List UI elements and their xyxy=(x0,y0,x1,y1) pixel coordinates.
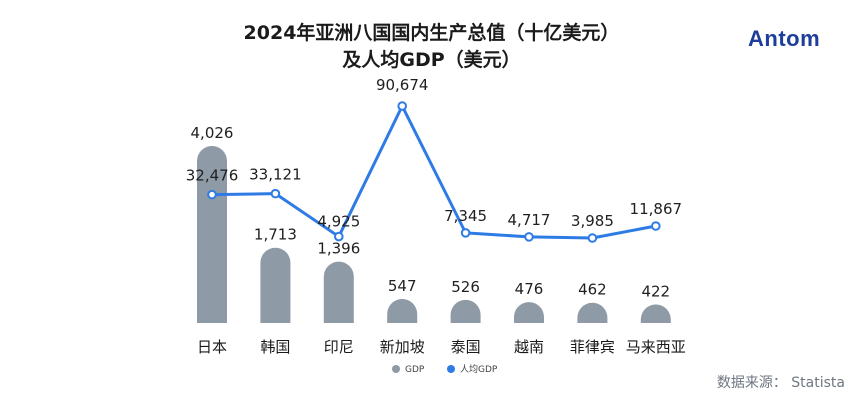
chart-title-line1: 2024年亚洲八国国内生产总值（十亿美元） xyxy=(243,22,620,44)
gdp-per-capita-point xyxy=(270,188,281,199)
gdp-per-capita-label: 90,674 xyxy=(376,76,429,94)
antom-logo: Antom xyxy=(748,26,821,51)
gdp-per-capita-label: 32,476 xyxy=(186,167,239,185)
gdp-per-capita-label: 7,345 xyxy=(444,207,487,225)
gdp-per-capita-point xyxy=(334,231,344,242)
gdp-per-capita-label: 33,121 xyxy=(249,166,302,184)
legend-per-capita-swatch xyxy=(447,365,455,373)
gdp-per-capita-label: 4,717 xyxy=(508,211,551,229)
gdp-bar xyxy=(640,304,671,323)
gdp-bar-label: 547 xyxy=(388,277,417,295)
x-tick-label: 泰国 xyxy=(451,338,481,356)
gdp-bar-label: 4,026 xyxy=(191,124,234,142)
x-tick-label: 韩国 xyxy=(260,338,290,356)
gdp-bar-label: 422 xyxy=(641,282,670,300)
x-tick-label: 印尼 xyxy=(324,338,354,356)
gdp-per-capita-line xyxy=(211,104,657,240)
gdp-bar-label: 462 xyxy=(578,281,607,299)
gdp-per-capita-point xyxy=(207,189,217,200)
gdp-per-capita-label: 11,867 xyxy=(630,200,683,218)
gdp-per-capita-point xyxy=(397,101,408,111)
gdp-per-capita-point xyxy=(524,232,534,242)
gdp-bar-label: 476 xyxy=(515,280,544,298)
x-tick-label: 日本 xyxy=(197,338,227,356)
legend-gdp-swatch xyxy=(392,365,400,373)
gdp-per-capita-point xyxy=(587,233,598,243)
x-tick-label: 新加坡 xyxy=(380,338,425,356)
gdp-bar-label: 1,713 xyxy=(254,226,297,244)
gdp-bar xyxy=(323,261,354,323)
gdp-per-capita-label: 3,985 xyxy=(571,212,614,230)
gdp-per-capita-point xyxy=(460,228,471,238)
chart-title: 2024年亚洲八国国内生产总值（十亿美元） 及人均GDP（美元） xyxy=(0,20,863,74)
gdp-bar xyxy=(197,146,227,323)
legend-gdp-label: GDP xyxy=(405,365,425,375)
x-tick-label: 菲律宾 xyxy=(570,338,615,356)
gdp-bar xyxy=(450,299,481,323)
x-tick-label: 越南 xyxy=(514,338,544,356)
legend-per-capita-label: 人均GDP xyxy=(460,363,498,375)
gdp-bar xyxy=(577,302,608,323)
chart-title-line2: 及人均GDP（美元） xyxy=(342,49,521,71)
gdp-bar-label: 526 xyxy=(451,278,480,296)
gdp-per-capita-point xyxy=(651,221,661,231)
legend: GDP 人均GDP xyxy=(392,363,498,375)
data-source: 数据来源： Statista xyxy=(716,375,845,391)
gdp-bar xyxy=(514,302,544,323)
gdp-per-capita-label: 4,925 xyxy=(317,213,360,231)
gdp-bar-label: 1,396 xyxy=(317,240,360,258)
gdp-bar xyxy=(260,247,291,323)
gdp-bar xyxy=(387,298,418,323)
x-tick-label: 马来西亚 xyxy=(626,338,686,356)
gdp-bars: 4,026 日本 1,713 韩国 1,396 印尼 547 新加坡 526 泰国 476 越南 462… xyxy=(191,124,686,356)
